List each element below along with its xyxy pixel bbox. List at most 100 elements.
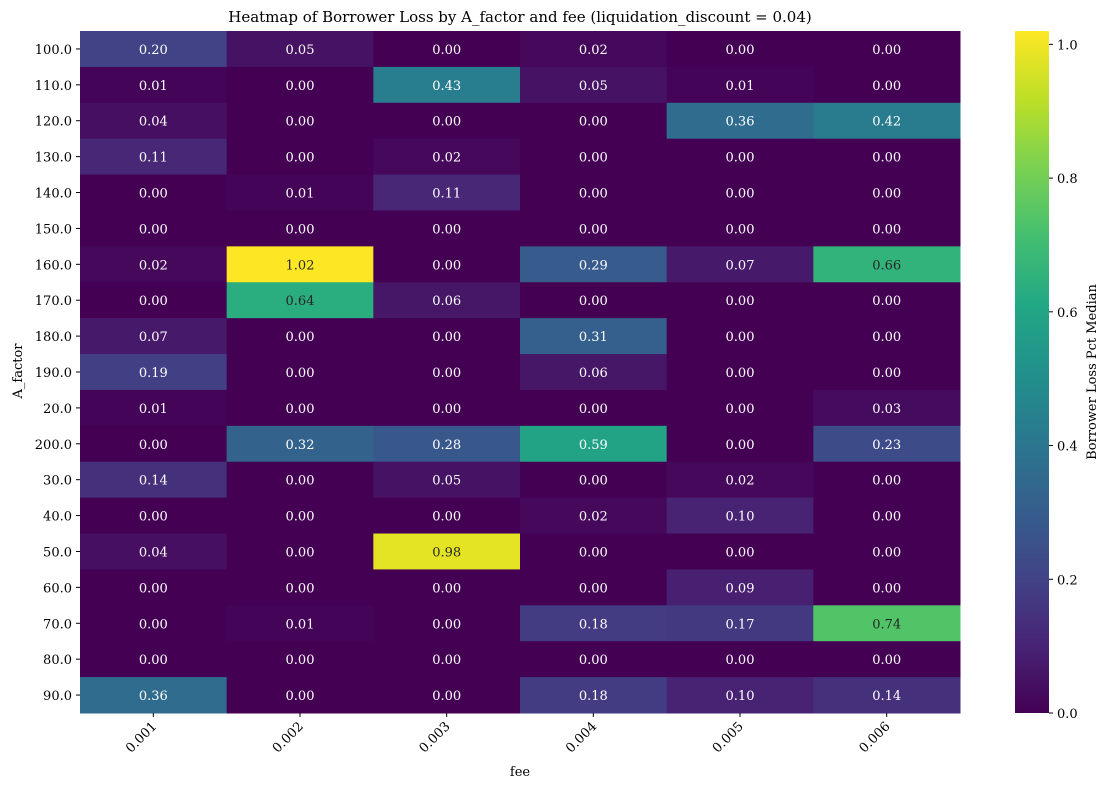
heatmap-cell [666,641,814,678]
heatmap-cell [373,138,521,176]
heatmap-cell [373,210,521,247]
colorbar-gradient [1015,31,1049,713]
cell-value-label: 0.00 [872,581,901,596]
cell-value-label: 0.11 [432,187,461,202]
cell-value-label: 0.00 [872,43,901,58]
heatmap-cell [520,318,668,355]
heatmap-cell [813,31,961,68]
cell-value-label: 0.01 [139,79,168,94]
x-tick-label: 0.003 [417,719,454,756]
y-tick-label: 130.0 [35,151,72,166]
cell-value-label: 0.00 [872,222,901,237]
cell-value-label: 0.00 [579,545,608,560]
cell-value-label: 0.00 [139,617,168,632]
heatmap-cell [80,66,228,104]
cell-value-label: 0.23 [872,438,901,453]
cell-value-label: 0.59 [579,438,608,453]
heatmap-cell [520,246,668,283]
cell-value-label: 0.31 [579,330,608,345]
cell-value-label: 0.00 [432,617,461,632]
cell-value-label: 0.29 [579,258,608,273]
heatmap-cell [520,425,668,463]
heatmap-cell [226,66,374,104]
heatmap-cell [80,102,228,140]
cell-value-label: 0.00 [726,330,755,345]
heatmap-cell [520,533,668,570]
heatmap-cell [373,66,521,104]
cell-value-label: 0.00 [139,187,168,202]
cell-value-label: 0.00 [432,689,461,704]
cell-value-label: 0.00 [579,581,608,596]
heatmap-cell [520,174,668,211]
cell-value-label: 0.00 [872,151,901,166]
cell-value-label: 0.00 [579,474,608,489]
heatmap-cell [520,677,668,714]
cell-value-label: 0.00 [286,151,315,166]
cell-value-label: 0.64 [286,294,315,309]
heatmap-cell [373,461,521,499]
cell-value-label: 0.00 [579,222,608,237]
heatmap-cell [666,66,814,104]
cell-value-label: 0.00 [726,438,755,453]
heatmap-cell [226,389,374,427]
cell-value-label: 0.07 [726,258,755,273]
cell-value-label: 0.14 [139,474,168,489]
heatmap-cell [80,677,228,714]
heatmap-cell [226,318,374,355]
heatmap-cell [80,497,228,535]
cell-value-label: 0.02 [579,43,608,58]
heatmap-cell [226,246,374,283]
heatmap-cell [373,641,521,678]
cell-value-label: 0.00 [139,653,168,668]
heatmap-cell [666,31,814,68]
cell-value-label: 0.00 [139,581,168,596]
heatmap-cell [520,461,668,499]
heatmap-cell [813,497,961,535]
cell-value-label: 0.06 [579,366,608,381]
heatmap-cell [373,425,521,463]
cell-value-label: 0.00 [432,653,461,668]
heatmap-cell [373,318,521,355]
colorbar: 0.0 0.2 0.4 0.6 0.8 1.0 Borrower Loss Pct Med… [1015,31,1100,722]
cell-value-label: 0.00 [726,43,755,58]
cell-value-label: 0.00 [726,222,755,237]
cell-value-label: 0.00 [139,510,168,525]
cell-value-label: 0.66 [872,258,901,273]
heatmap-cell [226,31,374,68]
y-tick-label: 100.0 [35,43,72,58]
cell-value-label: 0.05 [286,43,315,58]
cell-value-label: 0.32 [286,438,315,453]
heatmap-cell [813,677,961,714]
cell-value-label: 0.00 [432,330,461,345]
cell-value-label: 0.00 [432,581,461,596]
cell-value-label: 0.00 [286,115,315,130]
cell-value-label: 0.00 [286,402,315,417]
x-tick-label: 0.006 [857,719,894,756]
heatmap-cell [813,318,961,355]
heatmap-cell [666,102,814,140]
cell-value-label: 0.00 [872,366,901,381]
cell-value-label: 0.00 [432,510,461,525]
colorbar-tick-label: 0.2 [1057,573,1078,588]
cell-value-label: 0.00 [579,187,608,202]
heatmap-cell [226,533,374,570]
heatmap-cell [226,354,374,391]
cell-value-label: 0.04 [139,545,168,560]
heatmap-cell [80,461,228,499]
cell-value-label: 0.05 [432,474,461,489]
y-tick-label: 30.0 [43,474,72,489]
heatmap-cell [813,282,961,319]
heatmap-cell [373,569,521,606]
heatmap-cell [373,677,521,714]
cell-value-label: 0.00 [579,115,608,130]
cell-value-label: 0.00 [872,653,901,668]
heatmap-cell [80,569,228,606]
cell-value-label: 0.00 [726,294,755,309]
cell-value-label: 0.07 [139,330,168,345]
heatmap-cell [666,677,814,714]
cell-value-label: 0.00 [139,438,168,453]
heatmap-cell [520,31,668,68]
heatmap-cell [80,354,228,391]
cell-value-label: 0.03 [872,402,901,417]
